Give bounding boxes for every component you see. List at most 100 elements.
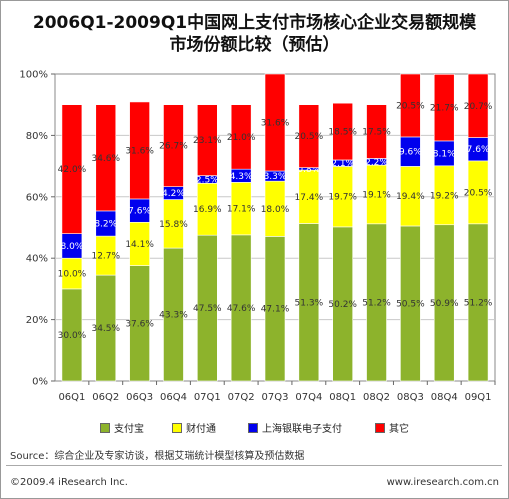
data-label-other: 31.6%	[261, 119, 290, 129]
bar-other	[95, 104, 117, 212]
data-label-other: 26.7%	[159, 142, 188, 152]
x-tick-label: 06Q2	[92, 392, 119, 403]
data-label-other: 34.6%	[91, 154, 120, 164]
bar-other	[230, 104, 252, 170]
data-label-alipay: 37.6%	[125, 319, 154, 329]
x-tick-label: 07Q1	[194, 392, 221, 403]
y-tick-label: 40%	[26, 254, 48, 265]
x-tick-label: 07Q3	[262, 392, 289, 403]
legend-label-tenpay: 财付通	[186, 424, 216, 435]
x-tick-label: 08Q1	[329, 392, 356, 403]
legend-item-tenpay: 财付通	[172, 420, 216, 435]
data-label-chinapay: 4.3%	[230, 172, 253, 182]
legend-label-chinapay: 上海银联电子支付	[262, 424, 342, 435]
x-tick-label: 06Q3	[126, 392, 153, 403]
bar-other	[332, 102, 353, 161]
data-label-alipay: 47.1%	[261, 305, 290, 315]
x-tick-label: 07Q2	[228, 392, 255, 403]
data-label-alipay: 50.9%	[430, 299, 459, 309]
x-tick-label: 08Q2	[363, 392, 390, 403]
data-label-alipay: 34.5%	[91, 324, 120, 334]
data-label-other: 20.5%	[295, 132, 324, 142]
data-label-other: 42.0%	[58, 165, 87, 175]
data-label-tenpay: 19.7%	[328, 193, 357, 203]
bar-other	[400, 73, 421, 138]
data-label-tenpay: 17.1%	[227, 205, 256, 215]
bar-other	[264, 73, 286, 172]
data-label-tenpay: 17.4%	[295, 193, 324, 203]
data-label-tenpay: 19.1%	[362, 190, 391, 200]
data-label-chinapay: 9.6%	[399, 148, 422, 158]
data-label-tenpay: 19.4%	[396, 192, 425, 202]
legend-swatch-chinapay	[248, 422, 258, 433]
data-label-chinapay: 7.6%	[467, 145, 490, 155]
data-label-chinapay: 2.1%	[331, 159, 354, 169]
bar-other	[433, 74, 455, 142]
bar-other	[298, 104, 320, 168]
legend: 支付宝 财付通 上海银联电子支付 其它	[100, 420, 460, 435]
data-label-alipay: 47.6%	[227, 304, 256, 314]
data-label-chinapay: 3.3%	[264, 172, 287, 182]
x-tick-label: 08Q3	[397, 392, 424, 403]
website-url: www.iresearch.com.cn	[386, 477, 499, 488]
data-label-chinapay: 8.1%	[433, 149, 456, 159]
x-tick-label: 06Q4	[160, 392, 187, 403]
data-label-tenpay: 15.8%	[159, 220, 188, 230]
x-tick-label: 09Q1	[465, 392, 492, 403]
legend-swatch-tenpay	[172, 422, 182, 433]
data-label-tenpay: 18.0%	[261, 205, 290, 215]
legend-item-other: 其它	[375, 420, 409, 435]
data-label-alipay: 47.5%	[193, 304, 222, 314]
data-label-other: 21.0%	[227, 133, 256, 143]
data-label-alipay: 51.2%	[464, 298, 493, 308]
data-label-other: 20.7%	[464, 102, 493, 112]
chart-subtitle: 市场份额比较（预估）	[169, 35, 340, 55]
legend-item-alipay: 支付宝	[100, 420, 144, 435]
bar-other	[163, 104, 184, 187]
y-tick-label: 20%	[26, 315, 48, 326]
data-label-tenpay: 10.0%	[58, 270, 87, 280]
data-label-chinapay: 4.2%	[162, 189, 185, 199]
data-label-other: 31.6%	[125, 146, 154, 156]
bar-other	[129, 101, 150, 200]
data-label-other: 21.7%	[430, 104, 459, 114]
copyright: ©2009.4 iResearch Inc.	[10, 477, 128, 488]
data-label-tenpay: 14.1%	[125, 240, 154, 250]
data-label-other: 23.1%	[193, 136, 222, 146]
x-tick-label: 06Q1	[58, 392, 85, 403]
data-label-chinapay: 0.8%	[297, 165, 320, 175]
data-label-tenpay: 19.2%	[430, 191, 459, 201]
x-tick-label: 07Q4	[295, 392, 322, 403]
data-label-alipay: 51.2%	[362, 298, 391, 308]
data-label-chinapay: 8.0%	[60, 242, 83, 252]
bar-other	[366, 104, 387, 159]
data-label-other: 17.5%	[362, 128, 391, 138]
chart-title: 2006Q1-2009Q1中国网上支付市场核心企业交易额规模	[32, 13, 477, 33]
data-label-other: 20.5%	[396, 101, 425, 111]
legend-swatch-other	[375, 422, 385, 433]
y-tick-label: 60%	[26, 192, 48, 203]
stacked-bar-chart: 0% 20% 40% 60% 80% 100% 30.0% 10.0% 8.0% 42.0% 06Q…	[19, 70, 496, 403]
bar-other	[61, 104, 83, 234]
data-label-other: 18.5%	[328, 128, 357, 138]
legend-swatch-alipay	[100, 422, 110, 433]
data-label-tenpay: 20.5%	[464, 188, 493, 198]
data-label-chinapay: 2.5%	[196, 175, 219, 185]
legend-label-other: 其它	[389, 424, 409, 435]
bar-other	[197, 104, 218, 176]
data-label-chinapay: 7.6%	[128, 207, 151, 217]
data-label-alipay: 50.2%	[328, 300, 357, 310]
data-label-alipay: 51.3%	[295, 298, 324, 308]
legend-item-chinapay: 上海银联电子支付	[248, 420, 342, 435]
data-label-alipay: 30.0%	[58, 331, 87, 341]
y-tick-label: 80%	[26, 131, 48, 142]
data-label-chinapay: 2.2%	[365, 158, 388, 168]
data-label-chinapay: 8.2%	[94, 220, 117, 230]
data-label-tenpay: 12.7%	[91, 252, 120, 262]
legend-label-alipay: 支付宝	[114, 424, 144, 435]
data-label-tenpay: 16.9%	[193, 205, 222, 215]
bar-other	[467, 73, 489, 138]
data-label-alipay: 43.3%	[159, 311, 188, 321]
data-label-alipay: 50.5%	[396, 299, 425, 309]
y-tick-label: 0%	[32, 377, 48, 388]
